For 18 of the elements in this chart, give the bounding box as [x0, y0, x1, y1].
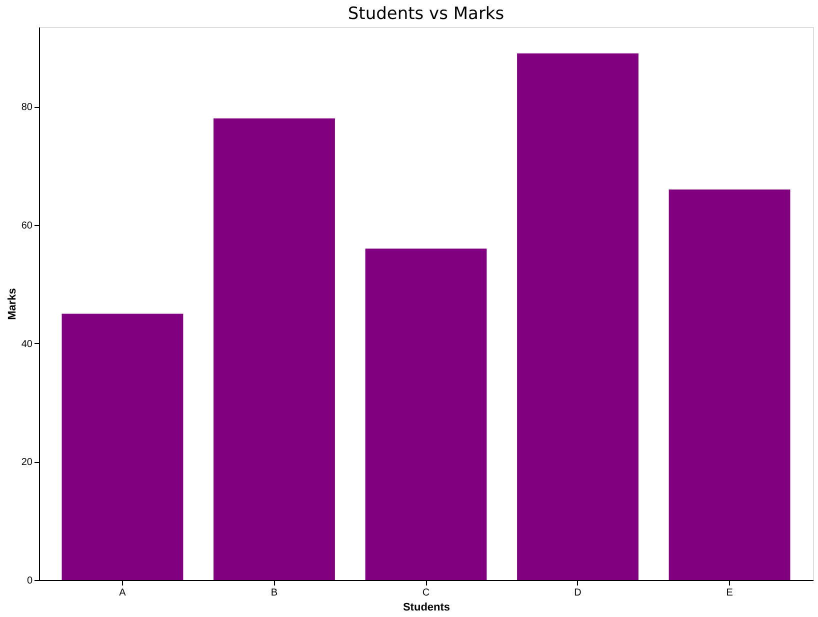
y-tick-label: 20: [21, 457, 33, 468]
y-tick-label: 40: [21, 338, 33, 350]
bar: [365, 248, 487, 580]
x-tick-label: A: [119, 588, 126, 598]
x-axis-title: Students: [402, 602, 450, 614]
bar: [214, 118, 335, 580]
y-tick-label: 80: [21, 102, 33, 114]
y-tick-label: 60: [21, 220, 33, 232]
x-tick-label: B: [270, 588, 278, 598]
chart-title: Students vs Marks: [348, 4, 504, 24]
bar: [668, 189, 790, 580]
bar: [517, 53, 638, 580]
x-tick-label: D: [574, 588, 582, 598]
y-tick-label: 0: [26, 576, 33, 586]
bar: [62, 314, 184, 580]
x-tick-label: C: [422, 588, 430, 598]
y-axis-title: Marks: [6, 288, 18, 320]
x-tick-label: E: [726, 588, 734, 598]
